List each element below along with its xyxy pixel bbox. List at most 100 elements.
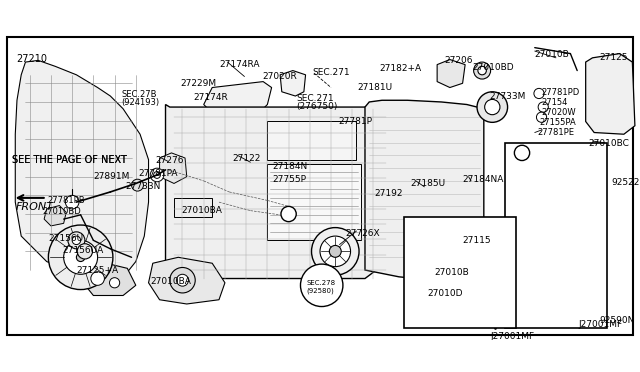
Text: FRONT: FRONT (15, 202, 53, 212)
Text: 27020R: 27020R (262, 72, 297, 81)
Text: 92590N: 92590N (599, 316, 635, 325)
Circle shape (557, 175, 564, 182)
Text: (924193): (924193) (122, 98, 159, 107)
Text: 27184NA: 27184NA (463, 175, 504, 184)
Text: 27010BD: 27010BD (472, 63, 513, 72)
Text: 27781PD: 27781PD (541, 87, 580, 97)
Circle shape (320, 236, 351, 267)
Circle shape (281, 206, 296, 222)
Circle shape (63, 240, 98, 274)
Text: SEE THE PAGE OF NEXT: SEE THE PAGE OF NEXT (12, 155, 127, 164)
Polygon shape (44, 205, 66, 226)
Text: 27726X: 27726X (346, 229, 380, 238)
Text: 27192: 27192 (374, 189, 403, 198)
Circle shape (68, 232, 85, 249)
Polygon shape (280, 71, 305, 96)
Bar (411, 230, 509, 319)
Circle shape (49, 225, 113, 289)
Circle shape (77, 244, 93, 259)
Circle shape (484, 99, 500, 115)
Text: J27001MF: J27001MF (579, 320, 623, 330)
Text: 27182+A: 27182+A (380, 64, 422, 73)
Polygon shape (365, 100, 484, 279)
Text: 27891M: 27891M (93, 172, 130, 182)
Circle shape (65, 195, 79, 209)
Text: 27125+A: 27125+A (76, 266, 118, 275)
Text: 27184N: 27184N (273, 162, 308, 171)
Circle shape (538, 102, 548, 112)
Polygon shape (212, 132, 305, 177)
Polygon shape (148, 257, 225, 304)
Polygon shape (437, 60, 465, 87)
Text: 27210: 27210 (16, 54, 47, 64)
Bar (268, 122, 356, 160)
Text: 92522: 92522 (611, 177, 639, 186)
Polygon shape (15, 60, 148, 287)
Bar (404, 217, 516, 328)
Circle shape (575, 213, 588, 225)
Text: 27125: 27125 (599, 53, 628, 62)
Bar (174, 198, 212, 217)
Text: 27154: 27154 (541, 98, 568, 107)
Text: 27185U: 27185U (411, 179, 446, 188)
Circle shape (554, 171, 567, 185)
Text: 27010BA: 27010BA (150, 277, 191, 286)
Text: 27156UA: 27156UA (63, 246, 104, 255)
Circle shape (474, 62, 491, 79)
Circle shape (150, 168, 164, 182)
Circle shape (534, 89, 544, 99)
Text: 27755P: 27755P (273, 175, 307, 184)
Text: 27206: 27206 (445, 56, 473, 65)
Text: 27174R: 27174R (193, 93, 228, 102)
Polygon shape (204, 81, 271, 117)
Text: 27229M: 27229M (180, 79, 217, 88)
Circle shape (154, 171, 161, 178)
Text: 27155PA: 27155PA (539, 118, 576, 127)
Polygon shape (159, 153, 187, 183)
Circle shape (573, 168, 590, 185)
Text: 27115: 27115 (463, 236, 492, 245)
Circle shape (132, 179, 143, 191)
Circle shape (109, 278, 120, 288)
Text: 27781PA: 27781PA (138, 169, 178, 178)
Text: 27781PE: 27781PE (538, 128, 574, 137)
Text: SEC.271: SEC.271 (312, 68, 350, 77)
Text: SEE THE PAGE OF NEXT: SEE THE PAGE OF NEXT (12, 155, 127, 164)
Text: SEC.278: SEC.278 (307, 280, 335, 286)
Text: A: A (285, 209, 292, 219)
Bar (505, 143, 607, 328)
Text: 27733M: 27733M (489, 92, 525, 101)
Text: 27010BD: 27010BD (42, 207, 81, 216)
Text: J27001MF: J27001MF (491, 332, 535, 341)
Text: SEC.271: SEC.271 (296, 94, 334, 103)
Circle shape (515, 145, 530, 161)
Text: 27733N: 27733N (125, 182, 161, 191)
Polygon shape (586, 54, 635, 134)
Text: 27010BA: 27010BA (182, 205, 223, 215)
Text: SEC.27B: SEC.27B (122, 90, 157, 99)
Circle shape (76, 253, 85, 262)
Text: 27174RA: 27174RA (219, 60, 259, 68)
Circle shape (300, 264, 343, 307)
Text: 27156U: 27156U (49, 234, 83, 243)
Text: 27122: 27122 (232, 154, 261, 163)
Circle shape (177, 274, 188, 286)
Circle shape (72, 236, 81, 244)
Text: 27020W: 27020W (541, 108, 576, 117)
Text: 27781P: 27781P (339, 117, 372, 126)
Polygon shape (166, 105, 390, 295)
Text: 27181U: 27181U (357, 83, 392, 92)
Text: A: A (518, 148, 526, 158)
Text: (276750): (276750) (296, 102, 338, 111)
Circle shape (330, 246, 341, 257)
Text: 27010D: 27010D (427, 289, 463, 298)
Circle shape (91, 272, 104, 285)
Bar (268, 164, 361, 240)
Polygon shape (83, 263, 136, 295)
Circle shape (477, 92, 508, 122)
Circle shape (170, 267, 195, 293)
Text: 27010B: 27010B (534, 50, 569, 59)
Text: 27010B: 27010B (435, 268, 469, 278)
Text: 27781PB: 27781PB (47, 196, 85, 205)
Text: 27010BC: 27010BC (588, 140, 629, 148)
